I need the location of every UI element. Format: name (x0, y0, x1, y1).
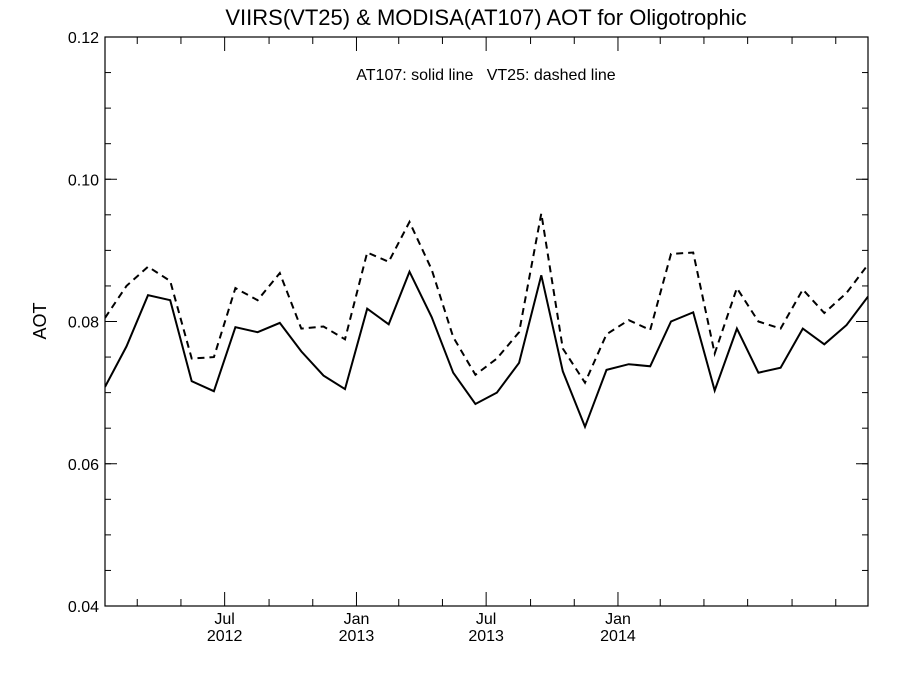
y-tick-label: 0.12 (68, 30, 99, 47)
x-tick-label-month: Jul (476, 611, 496, 628)
x-tick-label-month: Jan (605, 611, 631, 628)
chart-title: VIIRS(VT25) & MODISA(AT107) AOT for Olig… (225, 5, 746, 30)
x-tick-label-year: 2014 (600, 628, 636, 645)
x-tick-label-month: Jan (344, 611, 370, 628)
axis-ticks: 0.040.060.080.100.12Jul2012Jan2013Jul201… (68, 30, 868, 645)
y-tick-label: 0.10 (68, 172, 99, 189)
series-line-at107 (105, 269, 868, 430)
x-tick-label-year: 2012 (207, 628, 243, 645)
y-axis-label: AOT (30, 302, 50, 339)
series-line-vt25 (105, 213, 868, 385)
series-group (105, 213, 868, 430)
line-style-annotation: AT107: solid line VT25: dashed line (356, 67, 616, 84)
y-tick-label: 0.08 (68, 315, 99, 332)
x-tick-label-year: 2013 (468, 628, 504, 645)
plot-frame (104, 36, 869, 607)
x-tick-label-year: 2013 (339, 628, 375, 645)
x-tick-label-month: Jul (214, 611, 234, 628)
y-tick-label: 0.06 (68, 457, 99, 474)
y-tick-label: 0.04 (68, 599, 99, 616)
